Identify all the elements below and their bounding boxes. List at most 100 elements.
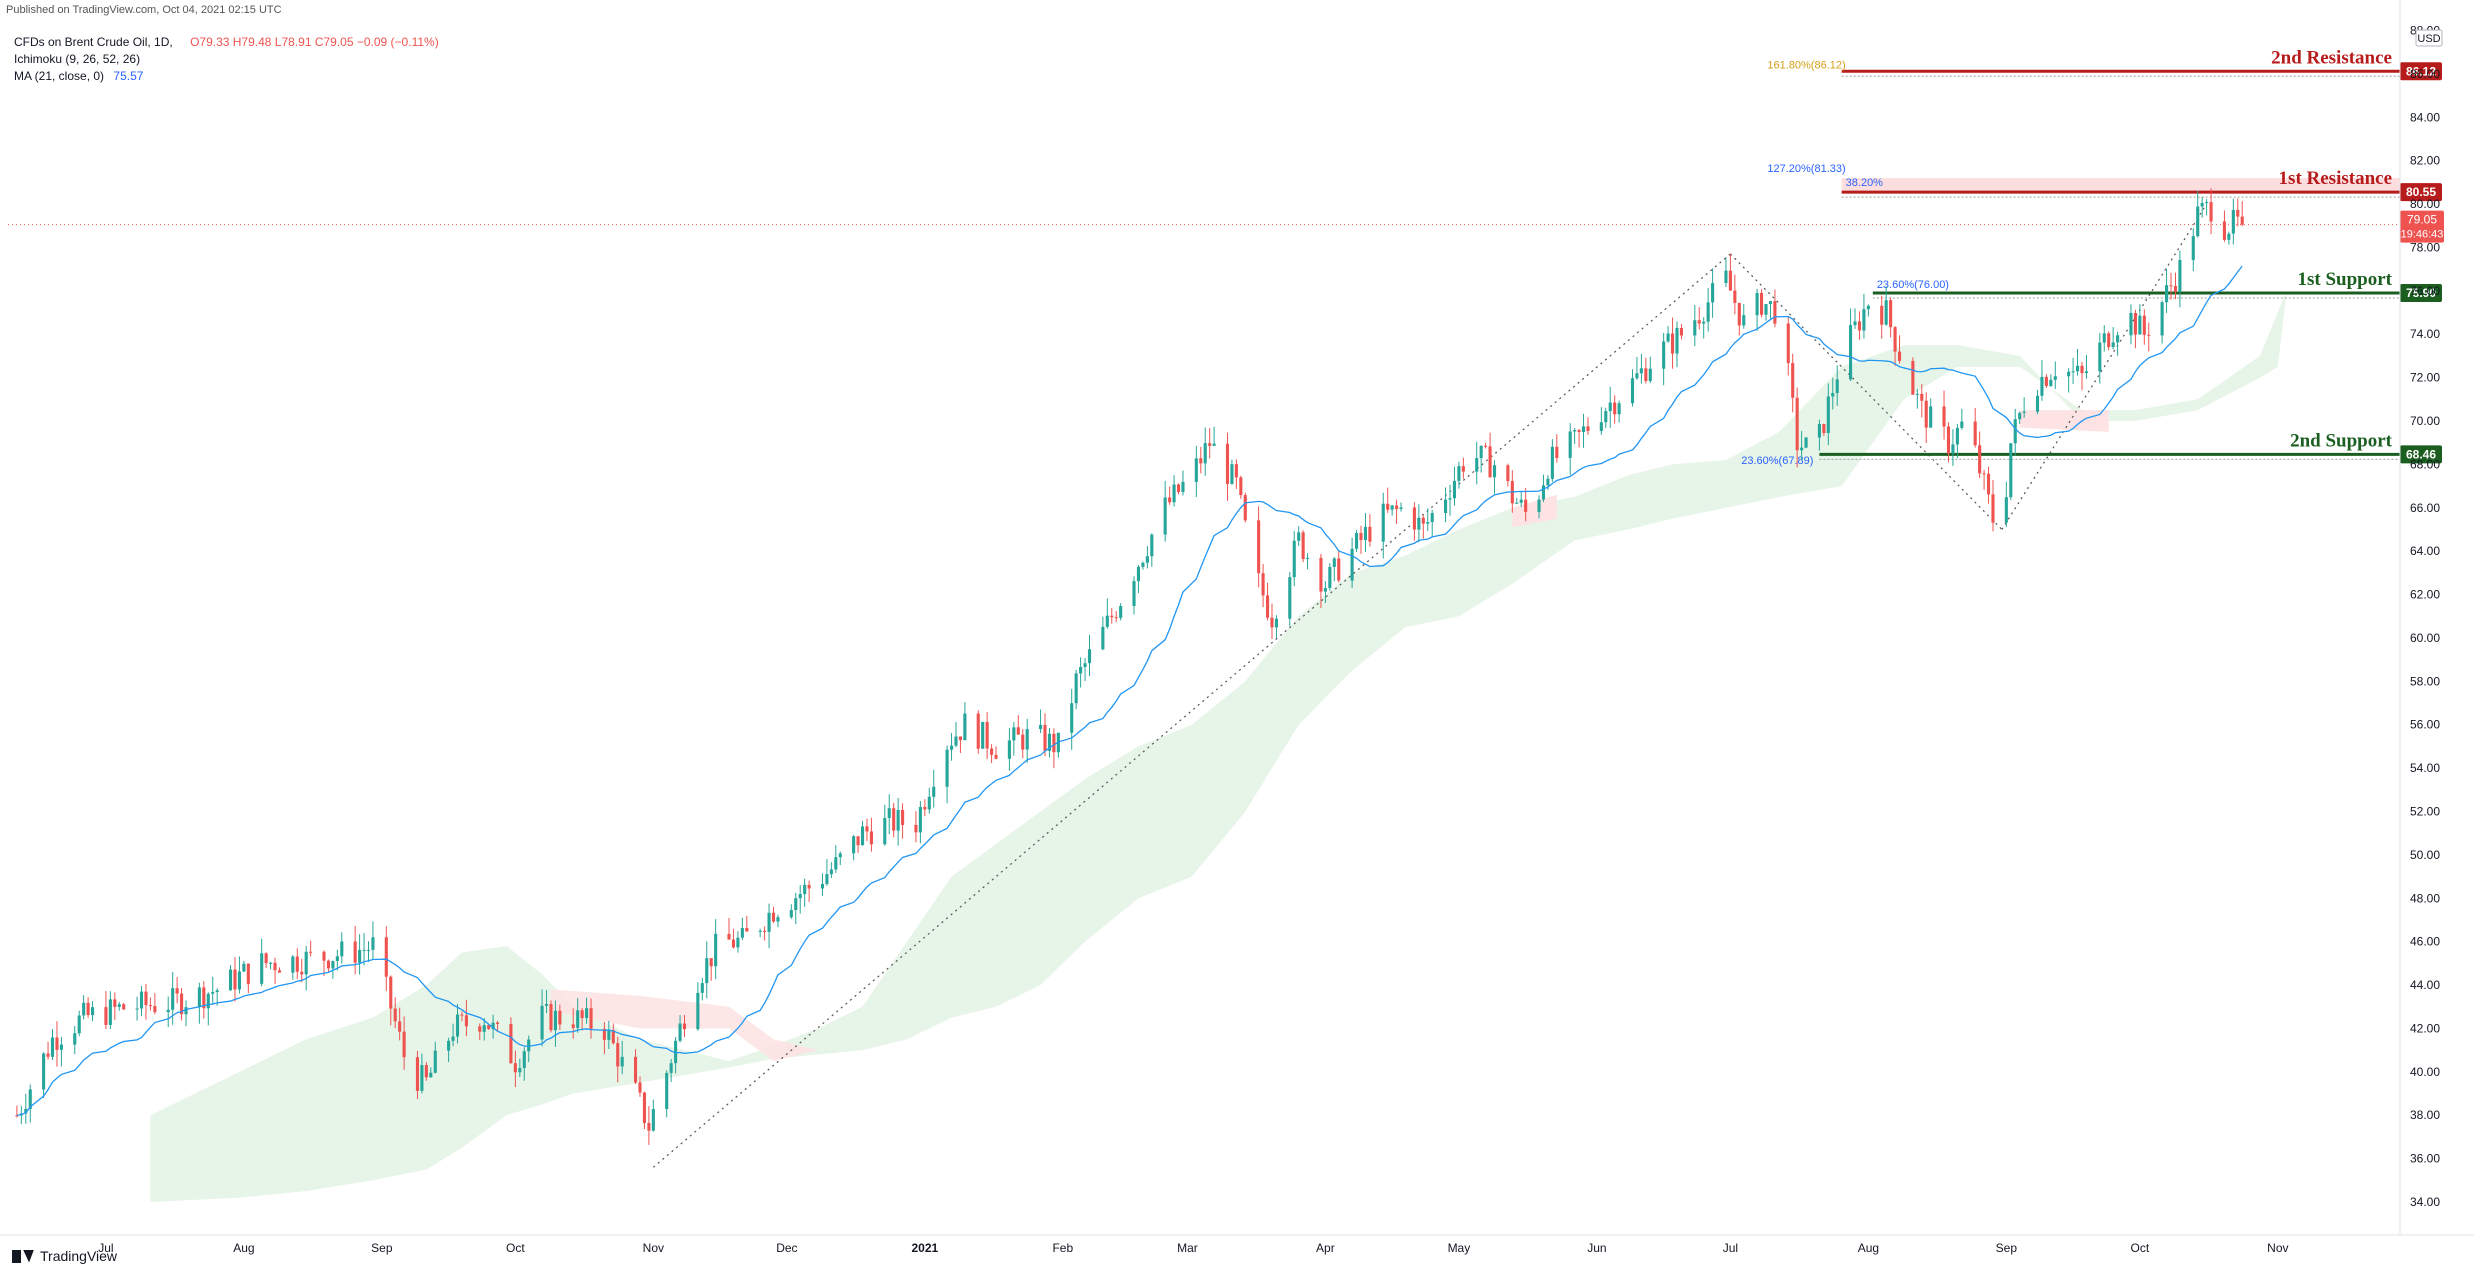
- candle-body: [180, 993, 184, 1015]
- candle-body: [651, 1109, 655, 1131]
- candle-body: [447, 1040, 451, 1051]
- y-tick-label: 34.00: [2410, 1195, 2440, 1209]
- candle-body: [1199, 458, 1203, 464]
- candle-body: [2004, 497, 2008, 523]
- candle-body: [607, 1030, 611, 1040]
- candle-body: [513, 1063, 517, 1073]
- candle-body: [1929, 406, 1933, 428]
- candle-body: [460, 1014, 464, 1016]
- x-tick-label: Jun: [1587, 1241, 1606, 1255]
- candle-body: [264, 953, 268, 964]
- candle-body: [927, 796, 931, 810]
- x-tick-label: Sep: [371, 1241, 393, 1255]
- y-tick-label: 64.00: [2410, 544, 2440, 558]
- candle-body: [1835, 379, 1839, 394]
- candle-body: [674, 1040, 678, 1064]
- candle-body: [1150, 534, 1154, 557]
- candle-body: [1239, 477, 1243, 496]
- candle-body: [269, 962, 273, 964]
- candle-body: [789, 910, 793, 918]
- tradingview-footer[interactable]: TradingView: [12, 1248, 117, 1264]
- fib-trendline: [1729, 253, 2003, 530]
- ichimoku-label[interactable]: Ichimoku (9, 26, 52, 26): [14, 52, 141, 66]
- published-note: Published on TradingView.com, Oct 04, 20…: [6, 4, 282, 16]
- candle-body: [1230, 464, 1234, 484]
- x-tick-label: Sep: [1996, 1241, 2018, 1255]
- candle-body: [1176, 484, 1181, 493]
- y-tick-label: 40.00: [2410, 1065, 2440, 1079]
- y-tick-label: 66.00: [2410, 501, 2440, 515]
- candle-body: [1203, 443, 1207, 464]
- candle-body: [1982, 473, 1986, 475]
- candle-body: [1524, 499, 1528, 512]
- candle-body: [2231, 209, 2235, 234]
- ma-label[interactable]: MA (21, close, 0): [14, 69, 105, 83]
- candle-body: [1257, 520, 1261, 574]
- candle-body: [1083, 663, 1087, 668]
- y-tick-label: 56.00: [2410, 718, 2440, 732]
- candle-body: [108, 999, 112, 1025]
- candle-body: [2165, 285, 2169, 303]
- candle-body: [740, 928, 744, 938]
- candle-body: [2133, 312, 2137, 335]
- candle-body: [15, 1115, 19, 1117]
- candle-body: [1354, 532, 1359, 549]
- candle-body: [1319, 557, 1323, 592]
- candle-body: [24, 1109, 28, 1114]
- candle-body: [865, 826, 869, 832]
- candle-body: [1172, 484, 1176, 503]
- y-tick-label: 48.00: [2410, 891, 2440, 905]
- candle-body: [1920, 393, 1924, 401]
- candle-body: [2178, 260, 2182, 292]
- candle-body: [820, 883, 825, 889]
- candle-body: [246, 963, 250, 984]
- candle-body: [794, 898, 798, 911]
- candle-body: [2138, 315, 2142, 335]
- candle-body: [1568, 431, 1572, 458]
- candle-body: [1862, 309, 1866, 331]
- candle-body: [233, 969, 237, 990]
- candle-body: [491, 1022, 495, 1029]
- level-title: 2nd Support: [2290, 430, 2393, 451]
- candle-body: [1114, 617, 1118, 619]
- candle-body: [1849, 325, 1853, 380]
- candle-body: [2035, 395, 2040, 412]
- fib-trendline: [2001, 203, 2208, 530]
- candle-body: [758, 930, 762, 932]
- candle-body: [1800, 447, 1804, 451]
- candle-body: [1764, 304, 1768, 315]
- candle-body: [2013, 419, 2017, 444]
- candle-body: [1141, 562, 1145, 567]
- candle-body: [776, 917, 780, 922]
- candle-body: [482, 1025, 486, 1032]
- candle-body: [731, 939, 736, 948]
- candle-body: [148, 1005, 152, 1007]
- candle-body: [1426, 522, 1430, 524]
- x-tick-label: Aug: [233, 1241, 254, 1255]
- symbol-title[interactable]: CFDs on Brent Crude Oil, 1D,: [14, 35, 173, 49]
- candle-body: [1697, 320, 1701, 324]
- candle-body: [1666, 333, 1670, 342]
- candle-body: [976, 713, 980, 749]
- level-price-label: 86.12: [2406, 64, 2436, 78]
- candle-body: [825, 874, 829, 884]
- candlestick-series: [15, 188, 2244, 1145]
- x-tick-label: Jul: [98, 1241, 113, 1255]
- candle-body: [901, 810, 905, 825]
- candle-body: [1412, 507, 1416, 530]
- candle-body: [869, 831, 873, 845]
- candle-body: [1087, 649, 1092, 664]
- candle-body: [1550, 446, 1554, 479]
- candle-body: [771, 912, 776, 922]
- candle-body: [558, 1010, 562, 1025]
- candle-body: [2022, 411, 2026, 413]
- candle-body: [2075, 365, 2080, 372]
- currency-badge: [2415, 29, 2443, 47]
- candle-body: [923, 806, 927, 810]
- candle-body: [1693, 320, 1697, 336]
- candle-body: [1421, 517, 1425, 524]
- candle-body: [522, 1051, 526, 1069]
- candle-body: [2142, 315, 2146, 335]
- ma-21-line: [16, 265, 2243, 1117]
